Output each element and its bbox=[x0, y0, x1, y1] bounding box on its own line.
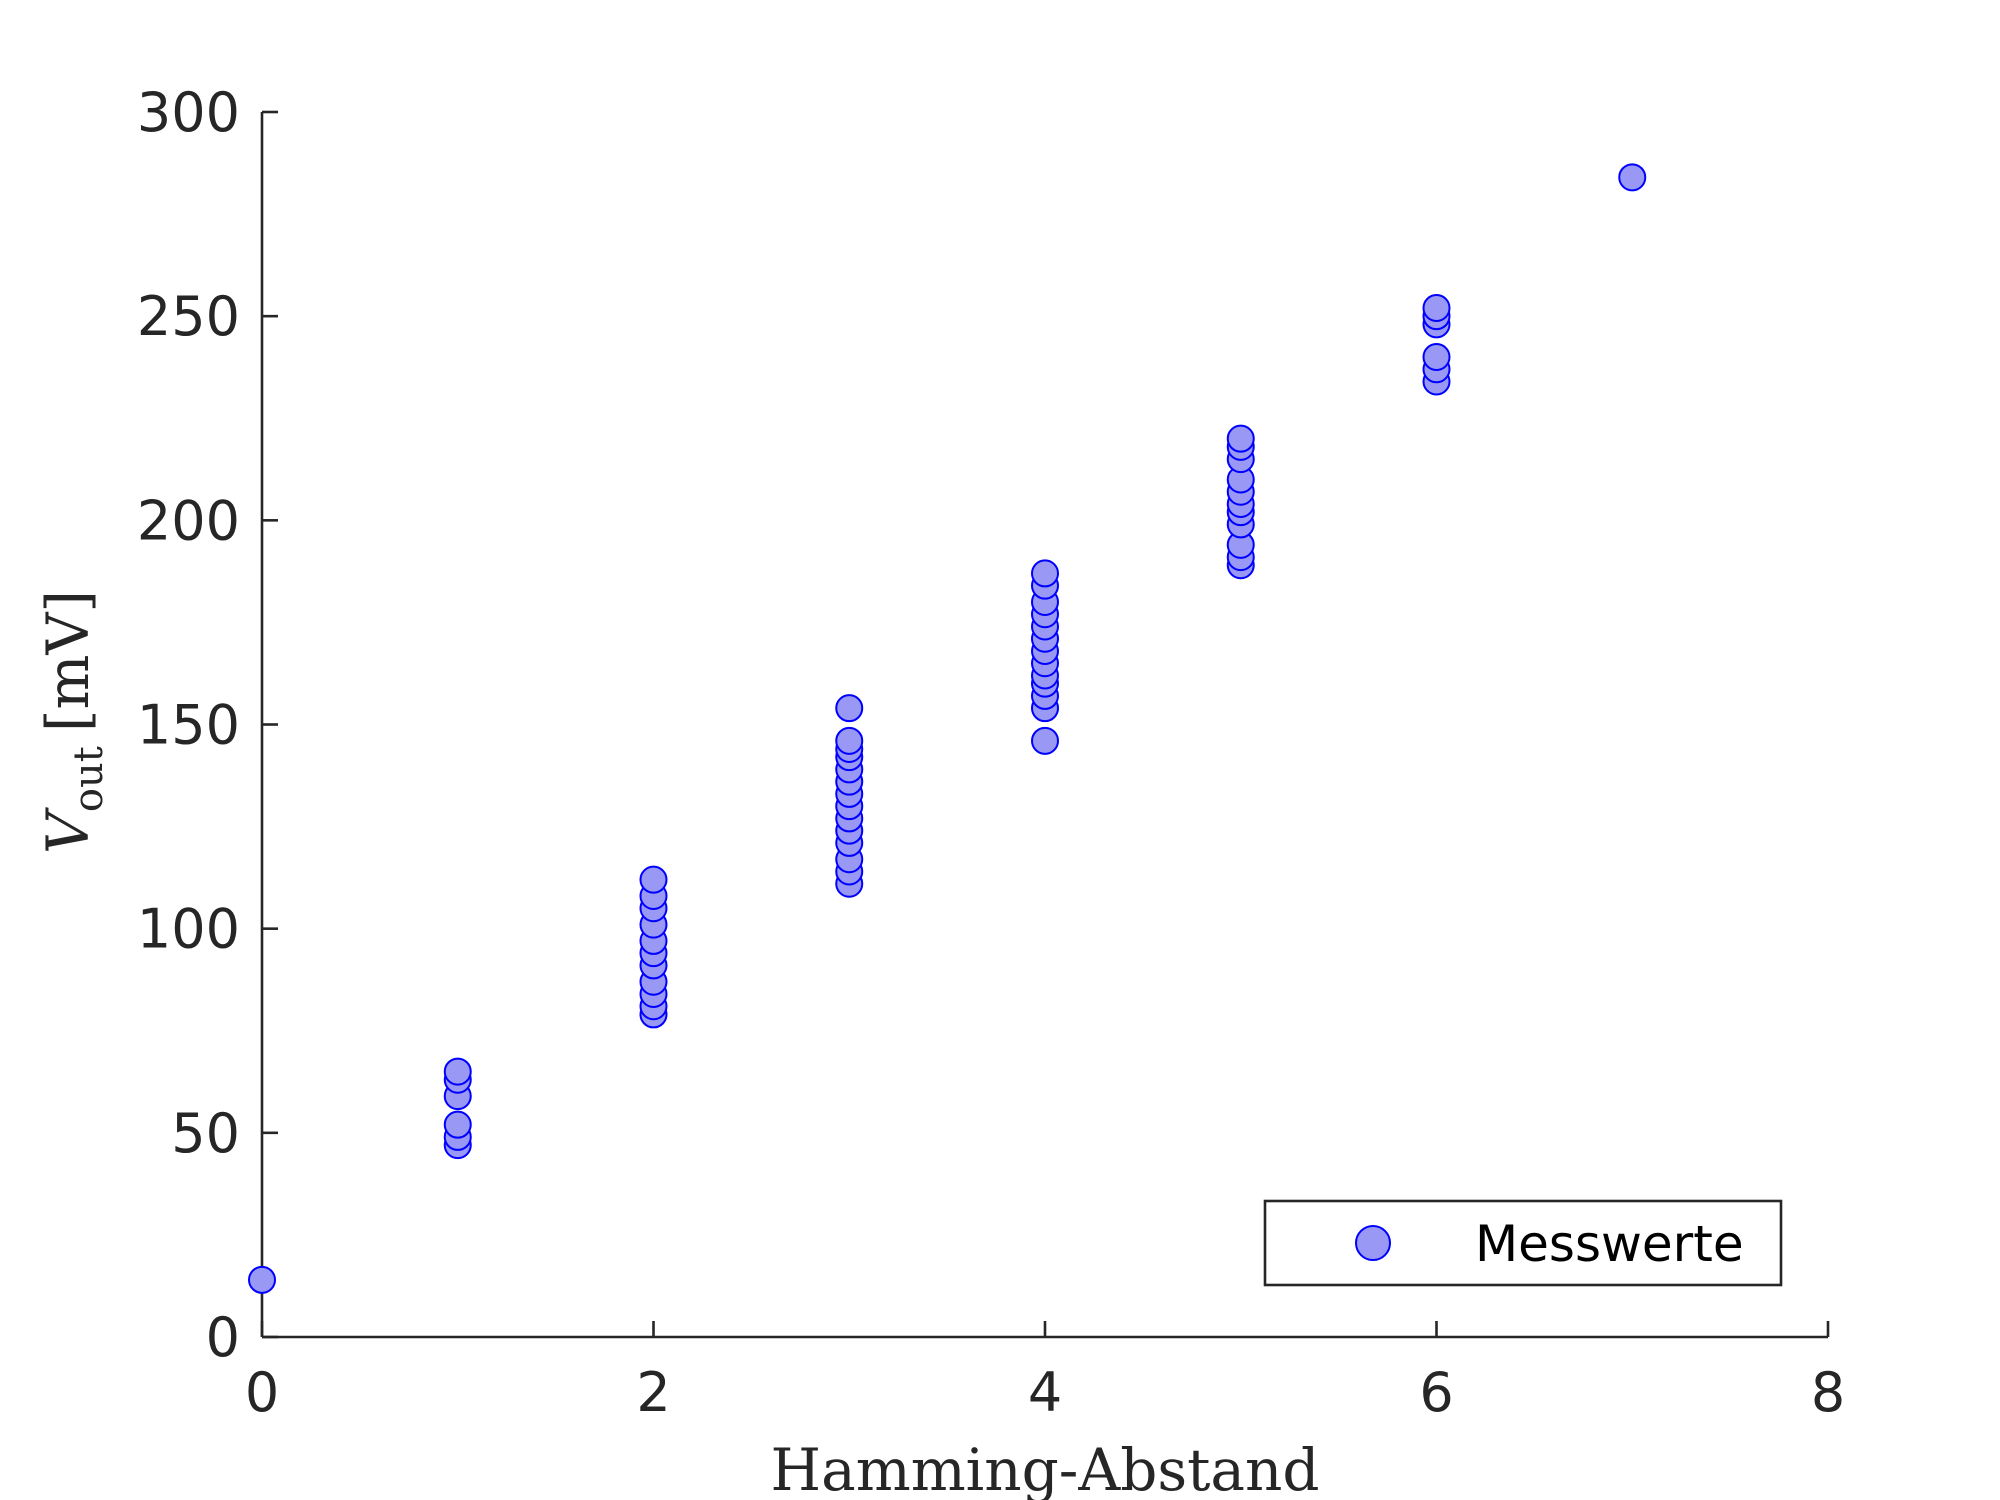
y-tick-label: 300 bbox=[137, 81, 240, 144]
y-axis-label-subscript: out bbox=[66, 746, 112, 812]
legend: Messwerte bbox=[1263, 1199, 1783, 1287]
y-tick-label: 50 bbox=[171, 1102, 240, 1165]
x-axis-label: Hamming-Abstand bbox=[771, 1436, 1320, 1500]
data-point bbox=[443, 1110, 472, 1139]
data-point bbox=[1422, 294, 1451, 322]
legend-marker bbox=[1355, 1225, 1391, 1261]
y-tick-label: 150 bbox=[137, 694, 240, 757]
data-point bbox=[639, 865, 668, 894]
data-point bbox=[1226, 424, 1255, 453]
y-axis-label-unit: [mV] bbox=[34, 590, 102, 732]
data-point bbox=[1031, 559, 1059, 588]
x-tick-label: 4 bbox=[1028, 1361, 1062, 1424]
legend-box bbox=[1263, 1199, 1783, 1287]
legend-entry-label: Messwerte bbox=[1475, 1215, 1744, 1273]
y-axis-ticks: 0 50 100 150 200 250 300 bbox=[137, 81, 278, 1369]
data-point bbox=[1618, 163, 1647, 192]
data-point bbox=[248, 1265, 276, 1294]
y-tick-label: 0 bbox=[206, 1306, 240, 1369]
data-point bbox=[835, 694, 864, 723]
data-point bbox=[1031, 726, 1059, 755]
x-tick-label: 6 bbox=[1419, 1361, 1453, 1424]
x-axis-ticks: 0 2 4 6 8 bbox=[245, 1321, 1845, 1424]
y-axis-label: Vout [mV] bbox=[34, 590, 112, 854]
x-tick-label: 2 bbox=[636, 1361, 670, 1424]
data-point bbox=[443, 1057, 472, 1086]
data-point bbox=[835, 726, 864, 755]
data-points bbox=[248, 163, 1647, 1294]
y-tick-label: 200 bbox=[137, 489, 240, 552]
y-axis-label-main: V bbox=[34, 807, 102, 854]
data-point bbox=[1422, 343, 1451, 371]
x-tick-label: 0 bbox=[245, 1361, 279, 1424]
plot-area bbox=[260, 112, 1828, 1339]
x-tick-label: 8 bbox=[1811, 1361, 1845, 1424]
y-tick-label: 100 bbox=[137, 898, 240, 961]
y-tick-label: 250 bbox=[137, 285, 240, 348]
